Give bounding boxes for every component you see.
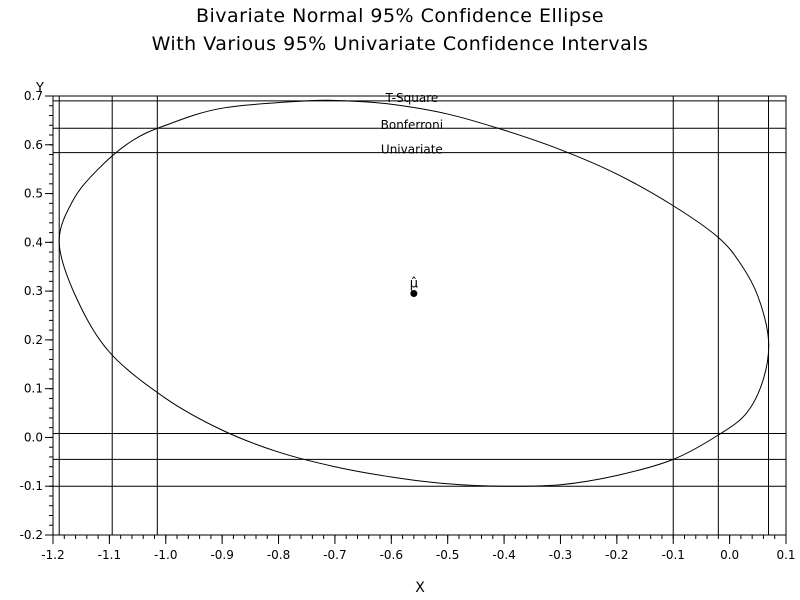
center-point: μ̂ — [410, 277, 418, 298]
y-tick-label: -0.1 — [20, 479, 43, 493]
plot-frame — [52, 95, 787, 536]
x-tick-label: -0.6 — [380, 548, 403, 562]
y-tick-label: 0.2 — [24, 333, 43, 347]
interval-lines-vertical — [58, 96, 770, 535]
y-tick-label: 0.0 — [24, 430, 43, 444]
y-tick-label: 0.1 — [24, 382, 43, 396]
interval-lines-horizontal — [53, 100, 786, 487]
chart-title: Bivariate Normal 95% Confidence Ellipse — [195, 5, 605, 27]
x-tick-label: 0.1 — [776, 548, 795, 562]
center-label: μ̂ — [410, 277, 418, 292]
x-axis-label: X — [415, 580, 425, 596]
t-square-label: T-Square — [384, 91, 438, 105]
y-tick-label: 0.4 — [24, 235, 43, 249]
x-tick-label: -0.8 — [267, 548, 290, 562]
x-tick-label: -0.9 — [210, 548, 233, 562]
bonferroni-label: Bonferroni — [381, 118, 443, 132]
x-tick-label: 0.0 — [720, 548, 739, 562]
ellipse-curve — [58, 99, 770, 487]
x-tick-label: -1.1 — [98, 548, 121, 562]
x-tick-label: -0.7 — [323, 548, 346, 562]
x-tick-label: -0.1 — [662, 548, 685, 562]
interval-labels: T-Square Bonferroni Univariate — [381, 91, 443, 157]
x-tick-label: -1.2 — [41, 548, 64, 562]
y-tick-label: -0.2 — [20, 528, 43, 542]
center-marker — [410, 290, 418, 298]
x-axis: -1.2 -1.1 -1.0 -0.9 -0.8 -0.7 -0.6 -0.5 -0.4 -0.3… — [41, 535, 796, 562]
y-tick-label: 0.7 — [24, 89, 43, 103]
y-tick-label: 0.6 — [24, 138, 43, 152]
x-tick-label: -0.3 — [549, 548, 572, 562]
x-tick-label: -0.4 — [492, 548, 515, 562]
x-tick-label: -0.2 — [605, 548, 628, 562]
x-tick-label: -0.5 — [436, 548, 459, 562]
chart-subtitle: With Various 95% Univariate Confidence I… — [151, 33, 649, 55]
y-axis-label: Y — [35, 81, 44, 96]
y-axis: -0.2 -0.1 0.0 0.1 0.2 0.3 0.4 0.5 0.6 0.7 — [20, 89, 53, 542]
x-tick-label: -1.0 — [154, 548, 177, 562]
univariate-label: Univariate — [381, 143, 443, 157]
plot-border — [52, 95, 787, 536]
confidence-ellipse — [58, 99, 770, 487]
y-tick-label: 0.5 — [24, 187, 43, 201]
y-tick-label: 0.3 — [24, 284, 43, 298]
